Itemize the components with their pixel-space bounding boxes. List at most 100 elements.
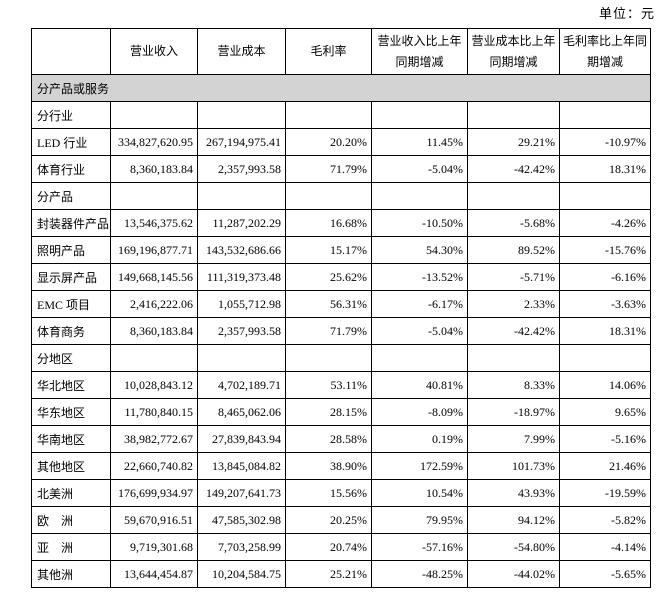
value-cell: -5.04% <box>371 317 468 345</box>
value-cell: 15.56% <box>285 479 372 507</box>
value-cell: 4,702,189.71 <box>197 371 286 399</box>
table-row: LED 行业 334,827,620.95 267,194,975.41 20.20%… <box>31 128 651 156</box>
value-cell: 20.20% <box>285 128 372 156</box>
value-cell: -4.26% <box>559 209 651 237</box>
value-cell: 176,699,934.97 <box>110 479 198 507</box>
value-cell: -5.68% <box>467 209 560 237</box>
value-cell: 20.25% <box>285 506 372 534</box>
value-cell: 28.58% <box>285 425 372 453</box>
value-cell: 334,827,620.95 <box>110 128 198 156</box>
table-body: 分产品或服务 分行业 LED 行业 334,827,620.95 267,194,975… <box>31 74 651 588</box>
value-cell: 15.17% <box>285 236 372 264</box>
value-cell: 71.79% <box>285 317 372 345</box>
value-cell: 29.21% <box>467 128 560 156</box>
row-label-cell: 照明产品 <box>31 236 111 264</box>
value-cell: -42.42% <box>467 155 560 183</box>
value-cell: 10,204,584.75 <box>197 560 286 588</box>
value-cell: 38.90% <box>285 452 372 480</box>
value-cell: 9,719,301.68 <box>110 533 198 561</box>
column-header: 毛利率比上年同期增减 <box>559 28 651 75</box>
section-row: 分行业 <box>31 101 651 129</box>
value-cell: -57.16% <box>371 533 468 561</box>
value-cell: 149,668,145.56 <box>110 263 198 291</box>
value-cell: 27,839,843.94 <box>197 425 286 453</box>
value-cell: 79.95% <box>371 506 468 534</box>
column-header: 营业收入 <box>110 28 198 75</box>
table-row: 体育行业 8,360,183.84 2,357,993.58 71.79% -5.04%… <box>31 155 651 183</box>
column-header <box>31 28 111 75</box>
row-label-cell: 欧 洲 <box>31 506 111 534</box>
value-cell <box>559 182 651 210</box>
value-cell: 38,982,772.67 <box>110 425 198 453</box>
value-cell: -44.02% <box>467 560 560 588</box>
table-row: 华东地区 11,780,840.15 8,465,062.06 28.15% -8.09… <box>31 398 651 426</box>
value-cell: 11,287,202.29 <box>197 209 286 237</box>
value-cell: 1,055,712.98 <box>197 290 286 318</box>
value-cell <box>285 101 372 129</box>
value-cell: -5.16% <box>559 425 651 453</box>
value-cell: 172.59% <box>371 452 468 480</box>
value-cell: -5.82% <box>559 506 651 534</box>
value-cell: 8,360,183.84 <box>110 155 198 183</box>
column-header: 营业成本 <box>197 28 286 75</box>
row-label-cell: 亚 洲 <box>31 533 111 561</box>
row-label-cell: 分产品 <box>31 182 111 210</box>
table-row: 其他地区 22,660,740.82 13,845,084.82 38.90% 172.… <box>31 452 651 480</box>
section-title-cell: 分产品或服务 <box>31 74 651 102</box>
value-cell: 8,465,062.06 <box>197 398 286 426</box>
row-label-cell: EMC 项目 <box>31 290 111 318</box>
value-cell: 71.79% <box>285 155 372 183</box>
section-row: 分产品或服务 <box>31 74 651 102</box>
row-label-cell: 华北地区 <box>31 371 111 399</box>
value-cell: -54.80% <box>467 533 560 561</box>
table-header: 营业收入 营业成本 毛利率 营业收入比上年同期增减 营业成本比上年同期增减 毛利率比上年同… <box>31 28 651 75</box>
value-cell: 2.33% <box>467 290 560 318</box>
value-cell: 0.19% <box>371 425 468 453</box>
value-cell: 13,546,375.62 <box>110 209 198 237</box>
value-cell: 2,416,222.06 <box>110 290 198 318</box>
value-cell: -42.42% <box>467 317 560 345</box>
value-cell <box>467 101 560 129</box>
value-cell: -10.97% <box>559 128 651 156</box>
value-cell: 59,670,916.51 <box>110 506 198 534</box>
table-row: 其他洲 13,644,454.87 10,204,584.75 25.21% -48.2… <box>31 560 651 588</box>
value-cell <box>371 344 468 372</box>
value-cell: 2,357,993.58 <box>197 317 286 345</box>
value-cell: -6.16% <box>559 263 651 291</box>
value-cell: 53.11% <box>285 371 372 399</box>
table-row: 体育商务 8,360,183.84 2,357,993.58 71.79% -5.04%… <box>31 317 651 345</box>
section-row: 分地区 <box>31 344 651 372</box>
value-cell: 149,207,641.73 <box>197 479 286 507</box>
table-row: 华北地区 10,028,843.12 4,702,189.71 53.11% 40.81… <box>31 371 651 399</box>
value-cell: -19.59% <box>559 479 651 507</box>
value-cell: 2,357,993.58 <box>197 155 286 183</box>
value-cell: 101.73% <box>467 452 560 480</box>
value-cell: 16.68% <box>285 209 372 237</box>
value-cell <box>559 344 651 372</box>
value-cell <box>371 182 468 210</box>
value-cell <box>285 182 372 210</box>
row-label-cell: 北美洲 <box>31 479 111 507</box>
value-cell: 8,360,183.84 <box>110 317 198 345</box>
row-label-cell: 封装器件产品 <box>31 209 111 237</box>
header-row: 营业收入 营业成本 毛利率 营业收入比上年同期增减 营业成本比上年同期增减 毛利率比上年同… <box>31 28 651 75</box>
value-cell: 169,196,877.71 <box>110 236 198 264</box>
row-label-cell: 体育商务 <box>31 317 111 345</box>
table-row: 北美洲 176,699,934.97 149,207,641.73 15.56% 10.… <box>31 479 651 507</box>
value-cell <box>110 344 198 372</box>
value-cell: 18.31% <box>559 155 651 183</box>
value-cell: 18.31% <box>559 317 651 345</box>
table-row: 封装器件产品 13,546,375.62 11,287,202.29 16.68% -1… <box>31 209 651 237</box>
table-row: 显示屏产品 149,668,145.56 111,319,373.48 25.62% -… <box>31 263 651 291</box>
value-cell: 28.15% <box>285 398 372 426</box>
value-cell: 10.54% <box>371 479 468 507</box>
value-cell <box>371 101 468 129</box>
value-cell: -4.14% <box>559 533 651 561</box>
value-cell: 25.21% <box>285 560 372 588</box>
row-label-cell: 其他地区 <box>31 452 111 480</box>
financial-table: 营业收入 营业成本 毛利率 营业收入比上年同期增减 营业成本比上年同期增减 毛利率比上年同… <box>31 28 651 588</box>
table-row: EMC 项目 2,416,222.06 1,055,712.98 56.31% -6.1… <box>31 290 651 318</box>
column-header: 营业成本比上年同期增减 <box>467 28 560 75</box>
value-cell: -5.65% <box>559 560 651 588</box>
value-cell: -5.04% <box>371 155 468 183</box>
